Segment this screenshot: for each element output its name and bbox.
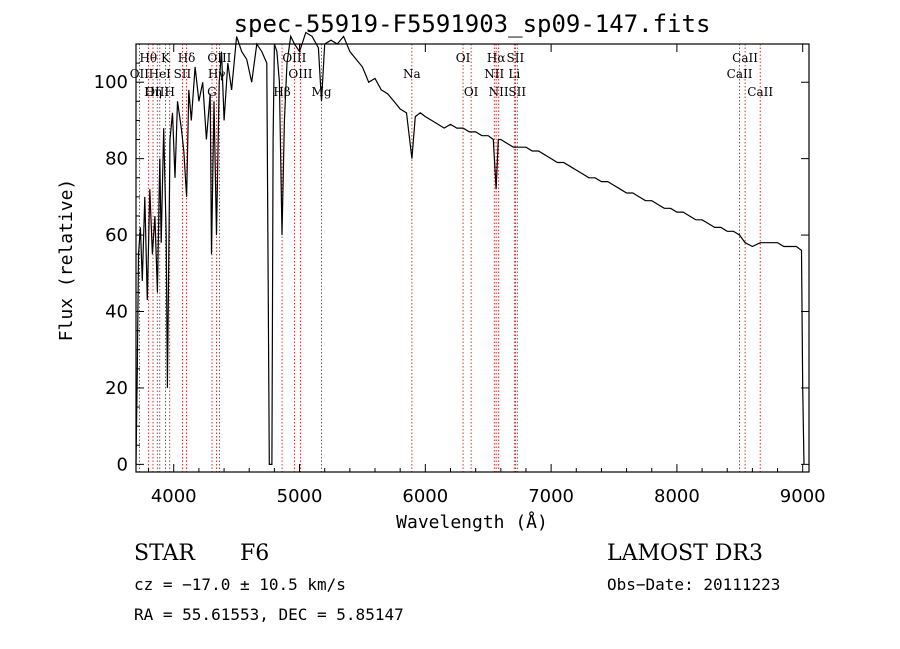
marker-label-4: HeI	[149, 67, 172, 81]
x-axis-label: Wavelength (Å)	[396, 511, 548, 533]
x-tick-label-3: 7000	[528, 486, 574, 507]
y-tick-label-2: 40	[105, 302, 128, 323]
marker-label-2: Hδ	[178, 51, 196, 65]
x-tick-label-1: 5000	[277, 486, 323, 507]
observation-date: Obs−Date: 20111223	[607, 575, 780, 594]
line-markers	[138, 44, 761, 472]
chart-title: spec-55919-F5591903_sp09-147.fits	[234, 10, 711, 38]
y-tick-label-5: 100	[94, 72, 128, 93]
object-class: STAR	[134, 541, 196, 566]
x-axis-ticks: 4000 5000 6000 7000 8000 9000	[148, 44, 826, 507]
marker-label-21: NII	[484, 67, 504, 81]
marker-label-19: Hα	[487, 51, 506, 65]
x-tick-label-4: 8000	[654, 486, 700, 507]
marker-label-22: Li	[508, 67, 520, 81]
x-tick-label-2: 6000	[402, 486, 448, 507]
marker-label-18: OI	[464, 85, 479, 99]
marker-label-6: OIII	[207, 51, 231, 65]
x-tick-label-0: 4000	[151, 486, 197, 507]
marker-label-24: SII	[508, 85, 526, 99]
marker-label-25: CaII	[732, 51, 758, 65]
plot-frame	[135, 43, 810, 473]
marker-label-7: Hγ	[208, 67, 226, 81]
marker-label-26: CaII	[727, 67, 753, 81]
redshift-cz: cz = −17.0 ± 10.5 km/s	[134, 575, 346, 594]
coordinates: RA = 55.61553, DEC = 5.85147	[134, 605, 404, 624]
marker-label-17: OI	[456, 51, 471, 65]
marker-label-5: SII	[174, 67, 192, 81]
y-tick-label-4: 80	[105, 149, 128, 170]
marker-label-1: K	[161, 51, 171, 65]
marker-label-8: G	[207, 85, 217, 99]
marker-label-16: Na	[403, 67, 421, 81]
y-tick-label-1: 20	[105, 378, 128, 399]
marker-label-13: OIII	[288, 67, 312, 81]
marker-label-9: OIII	[145, 85, 169, 99]
x-tick-label-5: 9000	[780, 486, 826, 507]
marker-label-11: H	[164, 85, 174, 99]
spectral-subclass: F6	[240, 541, 269, 566]
marker-label-0: Hθ	[139, 51, 157, 65]
marker-label-12: OIII	[282, 51, 306, 65]
marker-label-20: SII	[507, 51, 525, 65]
y-tick-label-0: 0	[117, 454, 128, 475]
marker-label-10: Hη	[144, 85, 162, 99]
marker-label-14: Hβ	[273, 85, 290, 99]
marker-label-3: OII	[130, 67, 150, 81]
spectrum-line	[135, 31, 805, 465]
y-axis-ticks: 0 20 40 60 80 100	[94, 62, 809, 475]
marker-label-27: CaII	[747, 85, 773, 99]
y-axis-label: Flux (relative)	[56, 179, 77, 342]
marker-label-23: NII	[489, 85, 509, 99]
y-tick-label-3: 60	[105, 225, 128, 246]
survey-name: LAMOST DR3	[607, 541, 763, 566]
